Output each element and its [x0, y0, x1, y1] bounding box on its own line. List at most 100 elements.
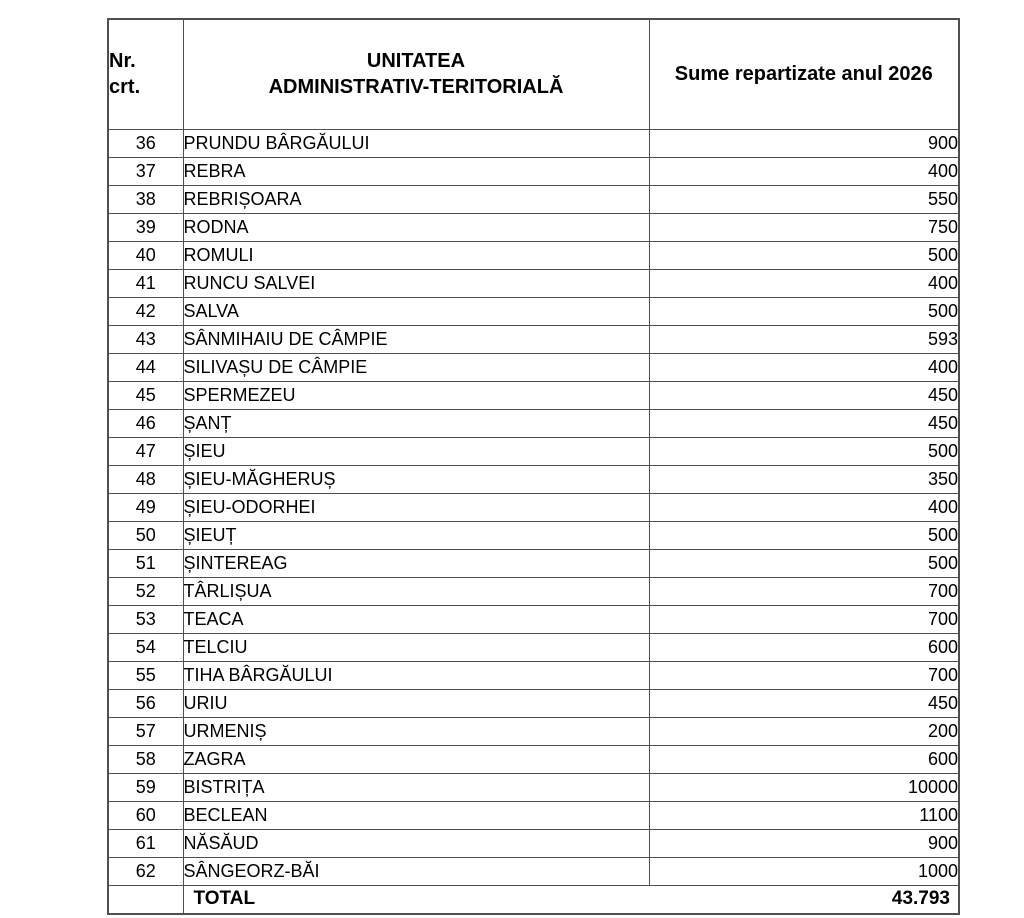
amount-cell: 750: [648, 212, 960, 242]
uat-name-cell: TÂRLIȘUA: [182, 576, 650, 606]
amount-cell: 450: [648, 408, 960, 438]
amount-cell: 200: [648, 716, 960, 746]
amount-cell: 900: [648, 128, 960, 158]
amount-cell: 450: [648, 688, 960, 718]
row-number-cell: 39: [107, 212, 184, 242]
amount-cell: 700: [648, 604, 960, 634]
amount-cell: 400: [648, 156, 960, 186]
table-row: 40 ROMULI 500: [107, 240, 960, 270]
table-row: 37 REBRA 400: [107, 156, 960, 186]
row-number-cell: 40: [107, 240, 184, 270]
header-row: Nr. crt. UNITATEA ADMINISTRATIV-TERITORI…: [107, 18, 960, 130]
uat-name-cell: URIU: [182, 688, 650, 718]
amount-cell: 500: [648, 436, 960, 466]
table-row: 50 ȘIEUȚ 500: [107, 520, 960, 550]
amount-cell: 400: [648, 268, 960, 298]
row-number-cell: 41: [107, 268, 184, 298]
row-number-cell: 52: [107, 576, 184, 606]
uat-name-cell: TIHA BÂRGĂULUI: [182, 660, 650, 690]
table-row: 47 ȘIEU 500: [107, 436, 960, 466]
table-row: 54 TELCIU 600: [107, 632, 960, 662]
row-number-cell: 47: [107, 436, 184, 466]
header-sume-2026: Sume repartizate anul 2026: [648, 18, 960, 130]
uat-name-cell: ȘINTEREAG: [182, 548, 650, 578]
table-row: 53 TEACA 700: [107, 604, 960, 634]
uat-name-cell: PRUNDU BÂRGĂULUI: [182, 128, 650, 158]
row-number-cell: 37: [107, 156, 184, 186]
table-row: 57 URMENIȘ 200: [107, 716, 960, 746]
table-row: 41 RUNCU SALVEI 400: [107, 268, 960, 298]
row-number-cell: 59: [107, 772, 184, 802]
amount-cell: 450: [648, 380, 960, 410]
uat-name-cell: SÂNGEORZ-BĂI: [182, 856, 650, 886]
table-row: 62 SÂNGEORZ-BĂI 1000: [107, 856, 960, 886]
amount-cell: 400: [648, 352, 960, 382]
uat-name-cell: TELCIU: [182, 632, 650, 662]
table-row: 61 NĂSĂUD 900: [107, 828, 960, 858]
uat-name-cell: RUNCU SALVEI: [182, 268, 650, 298]
uat-name-cell: ZAGRA: [182, 744, 650, 774]
table-row: 60 BECLEAN 1100: [107, 800, 960, 830]
header-uat-line2: ADMINISTRATIV-TERITORIALĂ: [268, 76, 564, 99]
uat-name-cell: REBRA: [182, 156, 650, 186]
amount-cell: 500: [648, 240, 960, 270]
total-value: 43.793: [891, 888, 950, 909]
row-number-cell: 60: [107, 800, 184, 830]
table-row: 55 TIHA BÂRGĂULUI 700: [107, 660, 960, 690]
uat-name-cell: ȘIEUȚ: [182, 520, 650, 550]
amount-cell: 500: [648, 548, 960, 578]
row-number-cell: 51: [107, 548, 184, 578]
amount-cell: 700: [648, 576, 960, 606]
table-row: 59 BISTRIȚA 10000: [107, 772, 960, 802]
amount-cell: 900: [648, 828, 960, 858]
uat-name-cell: SPERMEZEU: [182, 380, 650, 410]
uat-name-cell: BISTRIȚA: [182, 772, 650, 802]
table-row: 36 PRUNDU BÂRGĂULUI 900: [107, 128, 960, 158]
row-number-cell: 58: [107, 744, 184, 774]
uat-name-cell: ȘIEU: [182, 436, 650, 466]
table-row: 51 ȘINTEREAG 500: [107, 548, 960, 578]
row-number-cell: 49: [107, 492, 184, 522]
row-number-cell: 61: [107, 828, 184, 858]
uat-name-cell: BECLEAN: [182, 800, 650, 830]
table-row: 49 ȘIEU-ODORHEI 400: [107, 492, 960, 522]
amount-cell: 700: [648, 660, 960, 690]
row-number-cell: 42: [107, 296, 184, 326]
row-number-cell: 43: [107, 324, 184, 354]
header-uat-line1: UNITATEA: [366, 49, 466, 72]
header-uat: UNITATEA ADMINISTRATIV-TERITORIALĂ: [182, 18, 650, 130]
amount-cell: 600: [648, 632, 960, 662]
row-number-cell: 48: [107, 464, 184, 494]
table-row: 44 SILIVAȘU DE CÂMPIE 400: [107, 352, 960, 382]
table-row: 43 SÂNMIHAIU DE CÂMPIE 593: [107, 324, 960, 354]
row-number-cell: 55: [107, 660, 184, 690]
table-row: 58 ZAGRA 600: [107, 744, 960, 774]
uat-name-cell: ȘANȚ: [182, 408, 650, 438]
uat-name-cell: RODNA: [182, 212, 650, 242]
table-row: 42 SALVA 500: [107, 296, 960, 326]
amount-cell: 1100: [648, 800, 960, 830]
header-nr-line1: Nr.: [109, 49, 136, 72]
table-row: 38 REBRIȘOARA 550: [107, 184, 960, 214]
row-number-cell: 50: [107, 520, 184, 550]
amount-cell: 593: [648, 324, 960, 354]
table-body: 36 PRUNDU BÂRGĂULUI 900 37 REBRA 400 38 …: [107, 128, 960, 886]
total-empty-cell: [107, 884, 184, 914]
table-row: 46 ȘANȚ 450: [107, 408, 960, 438]
uat-name-cell: URMENIȘ: [182, 716, 650, 746]
amount-cell: 400: [648, 492, 960, 522]
amount-cell: 350: [648, 464, 960, 494]
amount-cell: 10000: [648, 772, 960, 802]
total-cell-content: TOTAL 43.793: [184, 886, 958, 913]
row-number-cell: 56: [107, 688, 184, 718]
row-number-cell: 62: [107, 856, 184, 886]
uat-name-cell: ROMULI: [182, 240, 650, 270]
uat-name-cell: SILIVAȘU DE CÂMPIE: [182, 352, 650, 382]
total-label: TOTAL: [193, 888, 256, 909]
row-number-cell: 53: [107, 604, 184, 634]
table-row: 39 RODNA 750: [107, 212, 960, 242]
row-number-cell: 38: [107, 184, 184, 214]
total-row: TOTAL 43.793: [107, 884, 960, 914]
uat-name-cell: SÂNMIHAIU DE CÂMPIE: [182, 324, 650, 354]
